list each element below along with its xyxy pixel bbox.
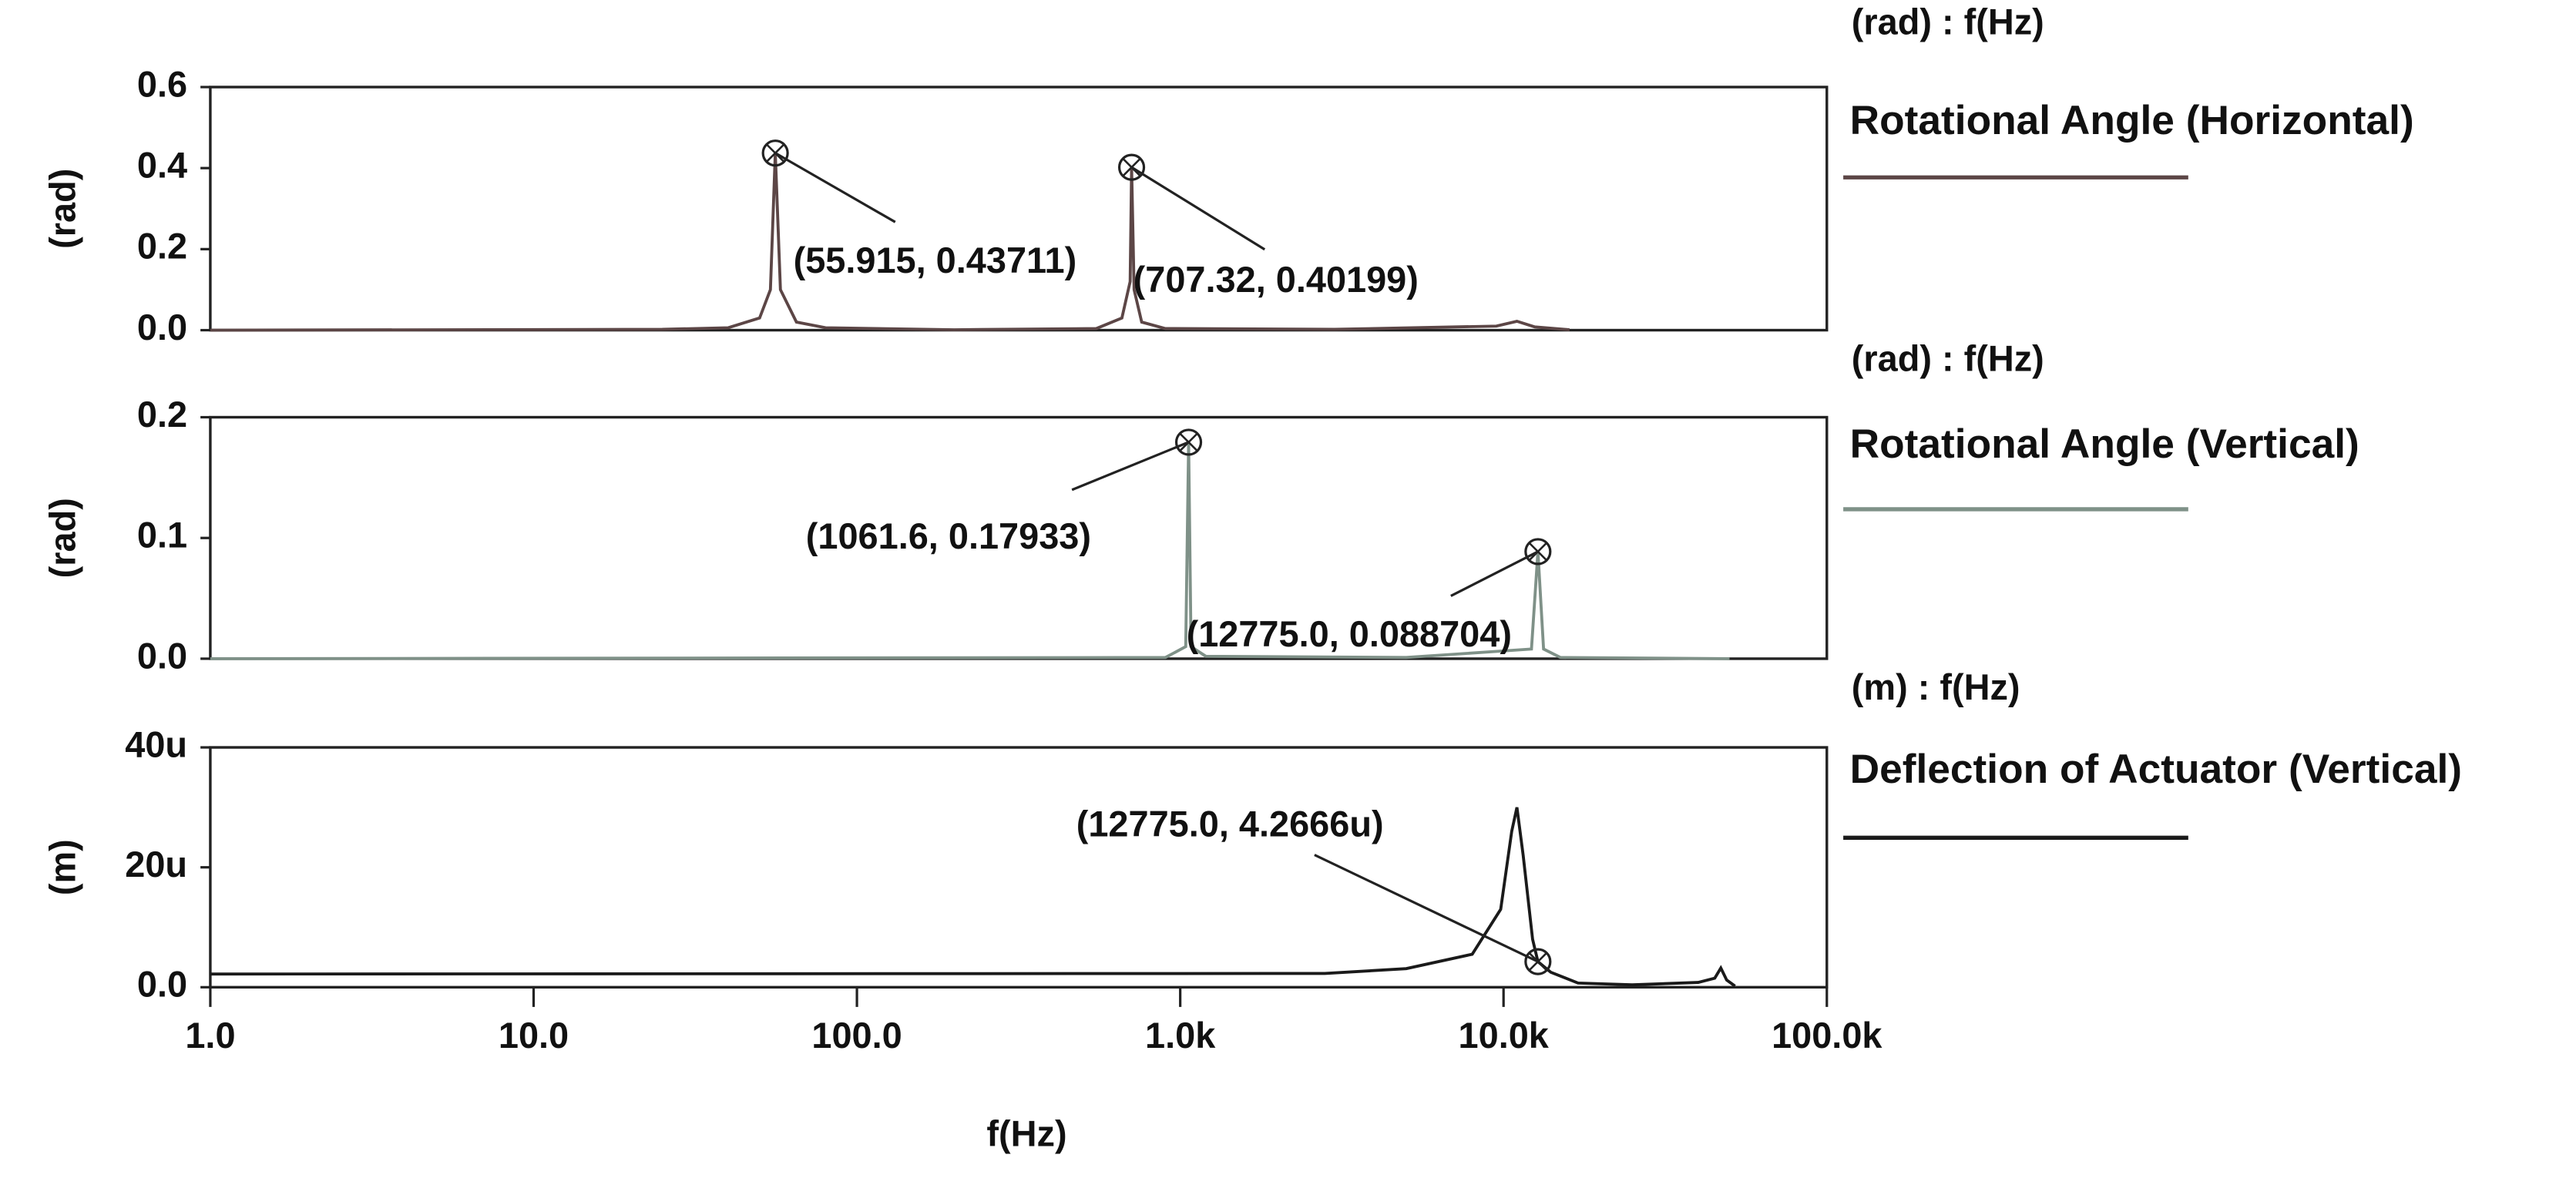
unit-label: (rad) : f(Hz) <box>1852 2 2044 42</box>
plot-frame <box>209 86 1829 332</box>
x-tick-label: 10.0 <box>499 1015 569 1056</box>
y-tick-label: 0.4 <box>137 146 187 186</box>
annotation-marker <box>1524 948 1552 975</box>
series-line <box>210 807 1736 988</box>
annotation-cross <box>1529 542 1547 561</box>
y-tick-label: 0.2 <box>137 227 187 267</box>
x-tick-label: 1.0k <box>1145 1015 1216 1056</box>
annotation-marker <box>761 139 789 167</box>
x-tick-label: 100.0k <box>1772 1015 1882 1056</box>
annotation-label: (12775.0, 4.2666u) <box>1076 804 1384 844</box>
annotation-label: (55.915, 0.43711) <box>794 240 1077 280</box>
x-tick-label: 100.0 <box>811 1015 902 1056</box>
annotation-cross <box>1179 433 1198 452</box>
y-tick-label: 40u <box>125 724 187 764</box>
y-axis-label: (rad) <box>43 169 83 249</box>
annotation-arrow <box>1071 441 1190 492</box>
annotation-cross <box>1122 158 1141 176</box>
series-line <box>210 441 1730 660</box>
x-tick-label: 10.0k <box>1459 1015 1550 1056</box>
y-tick-label: 0.1 <box>137 515 187 556</box>
annotation-arrow <box>774 152 896 223</box>
unit-label: (rad) : f(Hz) <box>1852 338 2044 378</box>
x-tick-label: 1.0 <box>185 1015 235 1056</box>
y-tick-label: 0.2 <box>137 394 187 435</box>
legend-label: Rotational Angle (Vertical) <box>1850 421 2359 467</box>
annotation-arrow <box>1450 550 1539 597</box>
annotation-cross <box>1529 952 1547 971</box>
legend-label: Rotational Angle (Horizontal) <box>1850 98 2414 143</box>
y-tick-label: 20u <box>125 844 187 885</box>
annotation-arrow <box>1314 854 1539 963</box>
y-tick-label: 0.0 <box>137 636 187 676</box>
y-axis-label: (m) <box>43 839 83 895</box>
y-axis-label: (rad) <box>43 498 83 578</box>
annotation-label: (1061.6, 0.17933) <box>806 516 1091 556</box>
legend-label: Deflection of Actuator (Vertical) <box>1850 747 2462 792</box>
annotation-arrow <box>1130 166 1266 251</box>
annotation-marker <box>1524 538 1552 566</box>
plot-frame <box>209 746 1829 989</box>
y-tick-label: 0.6 <box>137 64 187 104</box>
annotation-marker <box>1117 153 1146 181</box>
unit-label: (m) : f(Hz) <box>1852 667 2020 707</box>
annotation-cross <box>766 144 784 163</box>
annotation-marker <box>1174 428 1203 456</box>
annotation-label: (12775.0, 0.088704) <box>1187 614 1512 654</box>
series-line <box>210 153 1570 332</box>
annotation-label: (707.32, 0.40199) <box>1134 260 1419 300</box>
y-tick-label: 0.0 <box>137 307 187 347</box>
x-axis-label: f(Hz) <box>986 1114 1066 1154</box>
y-tick-label: 0.0 <box>137 965 187 1005</box>
